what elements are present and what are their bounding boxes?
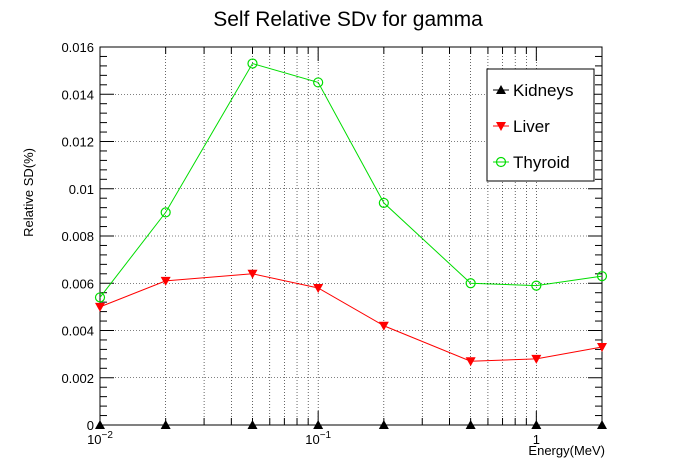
data-point-liver: [531, 354, 542, 364]
data-point-kidneys: [160, 420, 171, 429]
data-point-liver: [465, 357, 476, 367]
data-point-kidneys: [378, 420, 389, 429]
y-tick-label: 0.012: [61, 135, 94, 150]
data-point-kidneys: [247, 420, 258, 429]
y-tick-label: 0.008: [61, 229, 94, 244]
data-point-kidneys: [465, 420, 476, 429]
y-axis-label: Relative SD(%): [21, 148, 36, 237]
data-point-thyroid: [596, 271, 608, 282]
y-tick-labels: 0 0.002 0.004 0.006 0.008 0.01 0.012 0.014 0.016: [61, 40, 94, 433]
y-tick-label: 0.01: [69, 182, 94, 197]
data-point-liver: [160, 276, 171, 286]
x-tick-label: 10−2: [87, 430, 113, 447]
series-line-liver: [99, 273, 603, 362]
legend-marker-kidneys: [496, 85, 506, 94]
chart-title: Self Relative SDv for gamma: [213, 8, 483, 31]
data-point-kidneys: [95, 420, 105, 429]
data-point-thyroid: [465, 278, 476, 289]
data-point-thyroid: [160, 207, 171, 218]
y-tick-label: 0.016: [61, 40, 94, 55]
legend-marker-thyroid: [495, 156, 507, 168]
data-point-kidneys: [531, 420, 542, 429]
data-point-kidneys: [313, 420, 324, 429]
data-point-thyroid: [531, 280, 542, 291]
y-tick-label: 0: [87, 418, 94, 433]
legend: Kidneys Liver Thyroid: [486, 68, 595, 182]
x-tick-label: 1: [533, 432, 540, 447]
data-point-thyroid: [313, 77, 324, 88]
series-layer: [94, 58, 608, 429]
data-point-thyroid: [247, 58, 258, 69]
data-point-kidneys: [597, 420, 607, 429]
data-point-liver: [597, 343, 607, 353]
y-tick-label: 0.004: [61, 324, 94, 339]
y-tick-label: 0.002: [61, 371, 94, 386]
x-tick-label: 10−1: [305, 430, 331, 447]
legend-label-kidneys: Kidneys: [513, 81, 573, 100]
x-axis-label: Energy(MeV): [528, 443, 605, 458]
data-point-liver: [378, 321, 389, 331]
data-point-thyroid: [378, 197, 389, 209]
axis-ticks: [99, 46, 603, 426]
data-point-liver: [247, 269, 258, 279]
series-line-thyroid: [99, 62, 603, 298]
y-tick-label: 0.006: [61, 276, 94, 291]
data-point-liver: [313, 283, 324, 293]
legend-marker-liver: [496, 122, 506, 131]
x-tick-labels: 10−2 10−1 1: [87, 430, 540, 447]
legend-label-thyroid: Thyroid: [513, 153, 570, 172]
data-point-liver: [95, 302, 105, 312]
y-tick-label: 0.014: [61, 87, 94, 102]
legend-label-liver: Liver: [513, 117, 550, 136]
data-point-thyroid: [94, 292, 106, 303]
